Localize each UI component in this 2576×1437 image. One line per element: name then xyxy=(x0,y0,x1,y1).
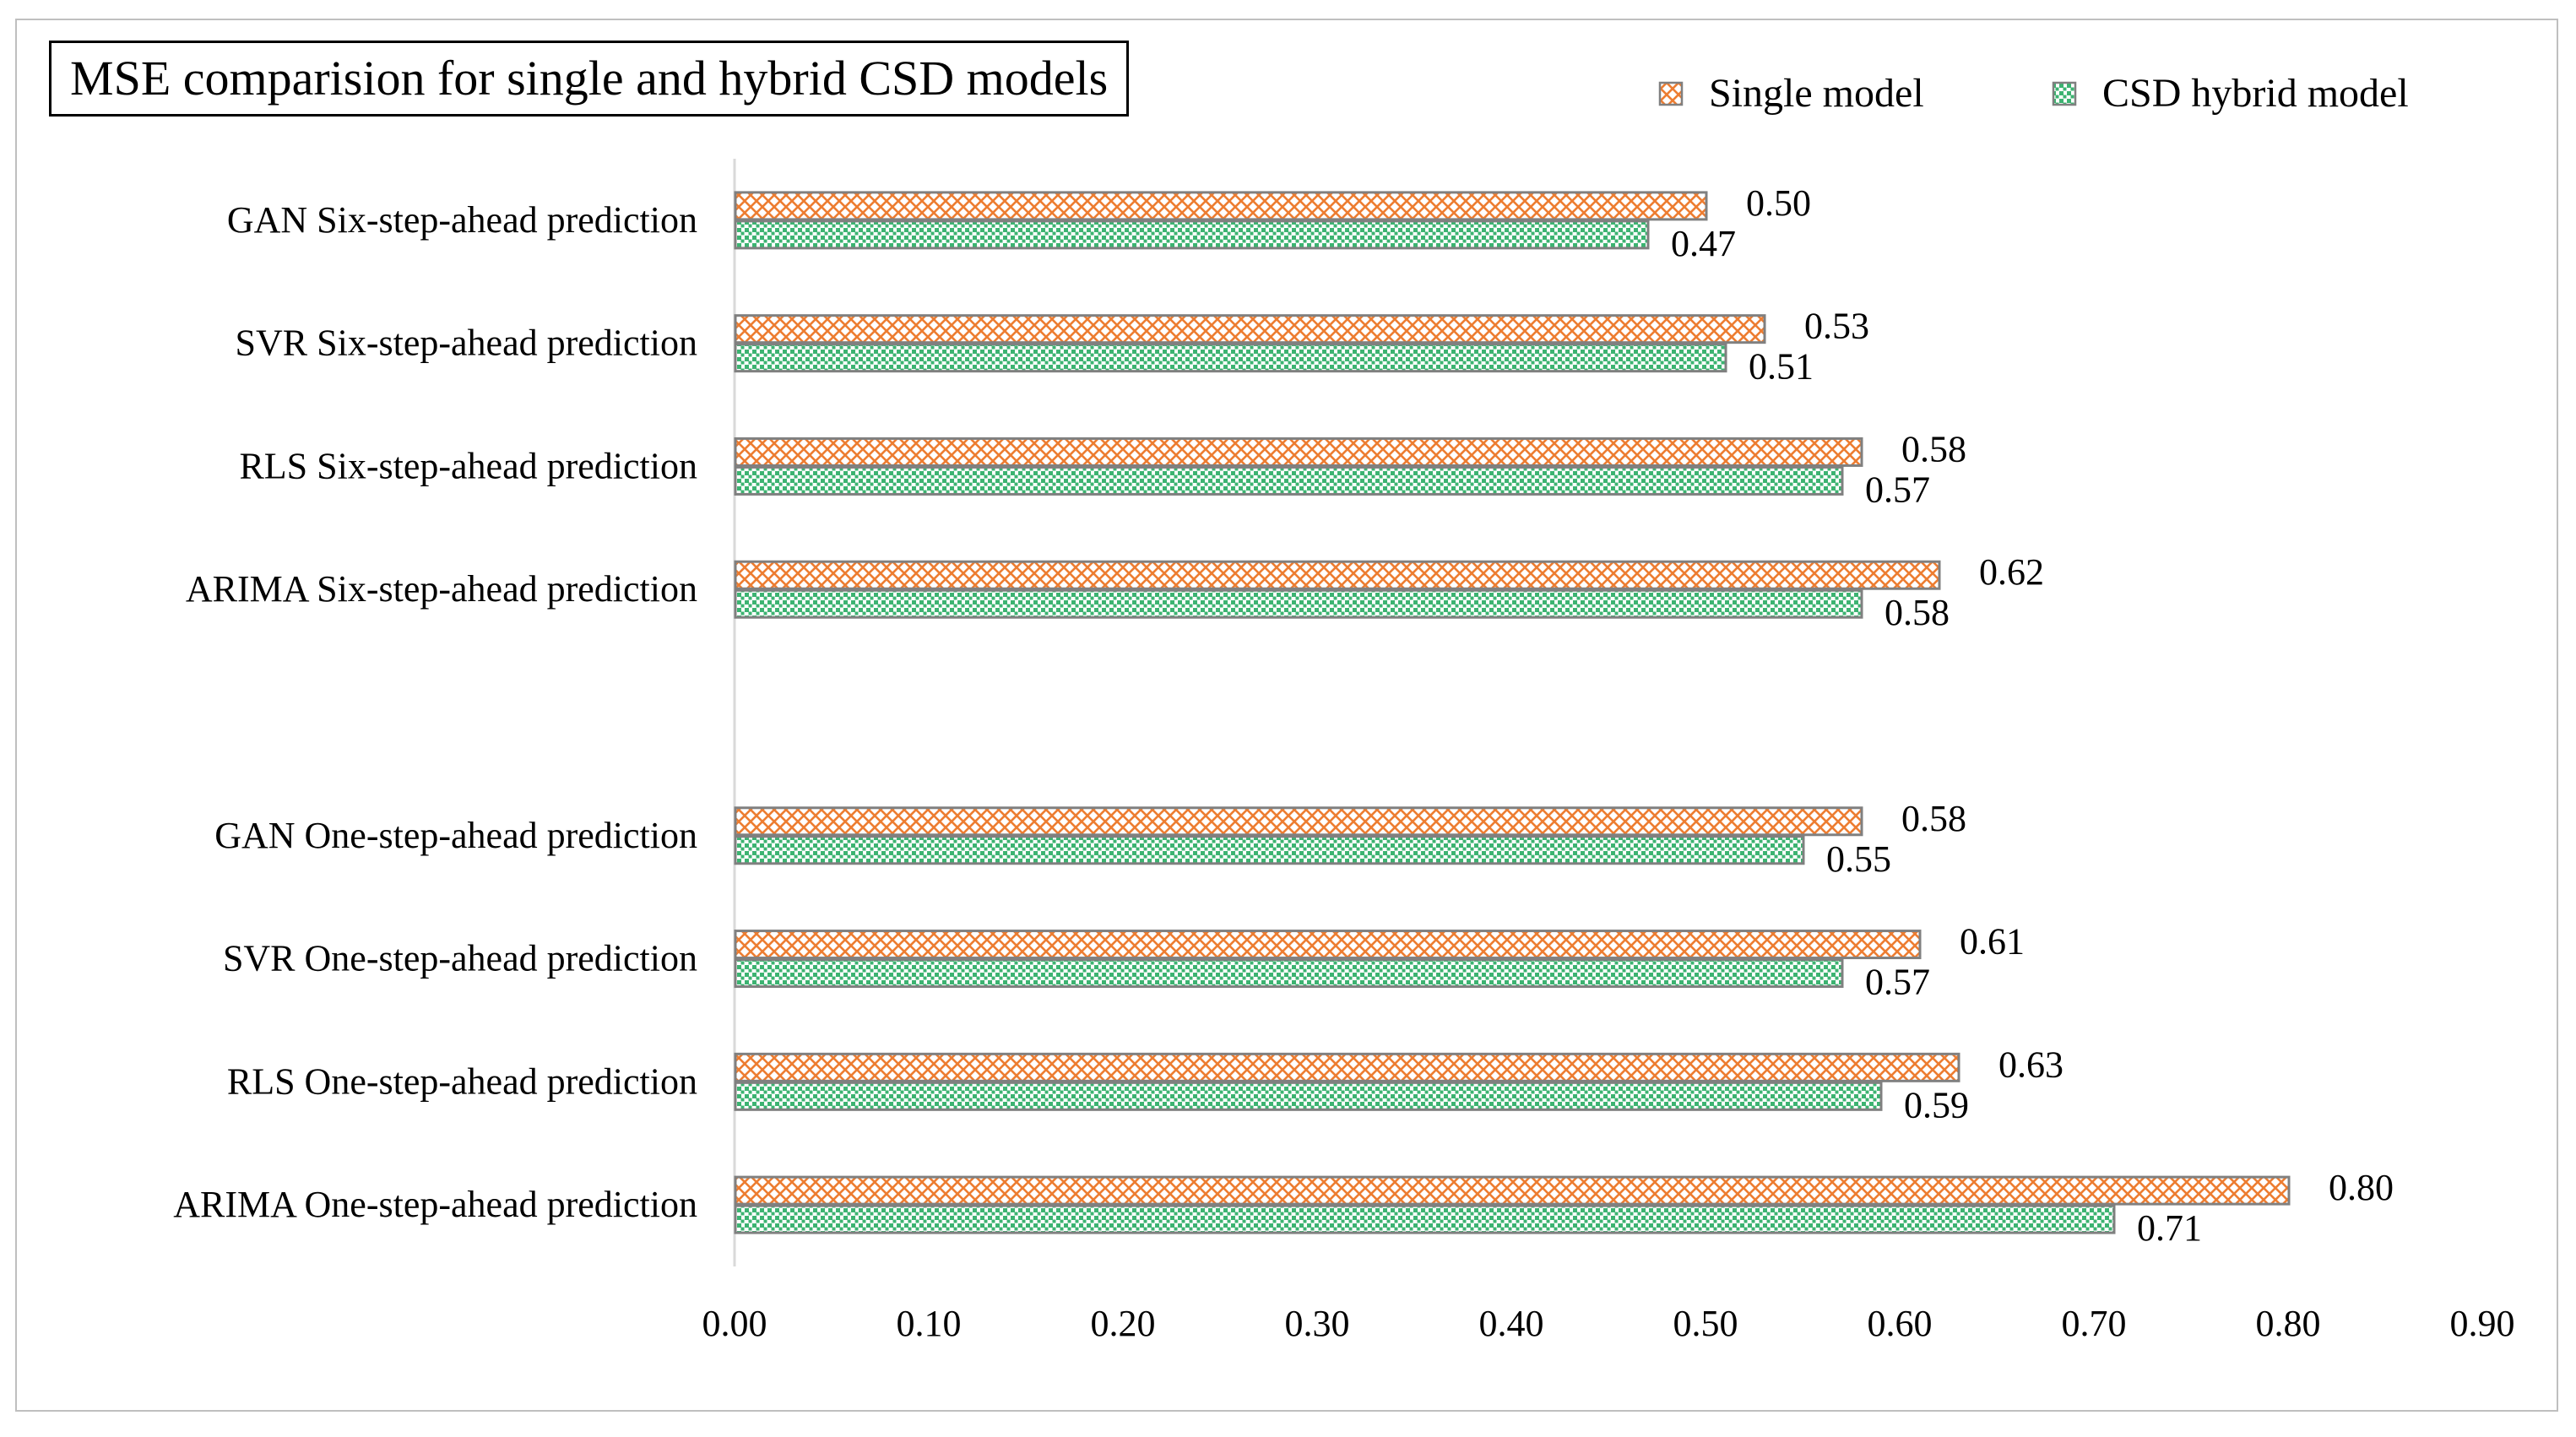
data-label-csd-hybrid-model-svr-six-step-ahead-prediction: 0.51 xyxy=(1749,346,1814,388)
legend-label-csd-hybrid-model: CSD hybrid model xyxy=(2102,71,2409,116)
bar-single-model-arima-one-step-ahead-prediction xyxy=(734,1175,2291,1206)
bar-single-model-svr-six-step-ahead-prediction xyxy=(734,314,1766,344)
bar-csd-hybrid-model-gan-six-step-ahead-prediction xyxy=(734,220,1650,250)
x-tick-label: 0.20 xyxy=(1091,1303,1156,1344)
data-label-csd-hybrid-model-arima-one-step-ahead-prediction: 0.71 xyxy=(2137,1207,2202,1249)
category-label-svr-one-step-ahead-prediction: SVR One-step-ahead prediction xyxy=(223,938,697,979)
x-tick-label: 0.10 xyxy=(897,1303,962,1344)
data-label-csd-hybrid-model-gan-six-step-ahead-prediction: 0.47 xyxy=(1671,223,1736,264)
category-label-rls-six-step-ahead-prediction: RLS Six-step-ahead prediction xyxy=(239,445,697,486)
x-tick-label: 0.80 xyxy=(2256,1303,2321,1344)
bar-csd-hybrid-model-rls-one-step-ahead-prediction xyxy=(734,1081,1883,1111)
bar-single-model-svr-one-step-ahead-prediction xyxy=(734,930,1922,960)
data-label-csd-hybrid-model-rls-six-step-ahead-prediction: 0.57 xyxy=(1865,469,1930,510)
bar-single-model-rls-six-step-ahead-prediction xyxy=(734,437,1863,467)
data-label-single-model-arima-six-step-ahead-prediction: 0.62 xyxy=(1979,551,2044,593)
data-label-single-model-gan-six-step-ahead-prediction: 0.50 xyxy=(1746,182,1811,224)
legend-label-single-model: Single model xyxy=(1709,71,1924,116)
legend-swatch-single-model xyxy=(1658,81,1684,106)
bar-single-model-gan-one-step-ahead-prediction xyxy=(734,806,1863,837)
data-label-single-model-arima-one-step-ahead-prediction: 0.80 xyxy=(2329,1167,2394,1208)
data-label-csd-hybrid-model-gan-one-step-ahead-prediction: 0.55 xyxy=(1826,838,1891,880)
x-tick-label: 0.30 xyxy=(1285,1303,1350,1344)
data-label-csd-hybrid-model-rls-one-step-ahead-prediction: 0.59 xyxy=(1904,1084,1969,1125)
bar-single-model-arima-six-step-ahead-prediction xyxy=(734,560,1941,590)
category-label-svr-six-step-ahead-prediction: SVR Six-step-ahead prediction xyxy=(236,323,697,364)
data-label-single-model-rls-six-step-ahead-prediction: 0.58 xyxy=(1901,428,1966,469)
bars xyxy=(734,191,2291,1234)
legend-swatch-csd-hybrid-model xyxy=(2052,81,2077,106)
legend: Single model CSD hybrid model xyxy=(1658,71,2409,116)
bar-csd-hybrid-model-arima-one-step-ahead-prediction xyxy=(734,1204,2116,1234)
x-tick-label: 0.60 xyxy=(1868,1303,1933,1344)
data-label-single-model-rls-one-step-ahead-prediction: 0.63 xyxy=(1998,1044,2064,1085)
chart-title: MSE comparision for single and hybrid CS… xyxy=(49,41,1130,117)
bar-csd-hybrid-model-svr-six-step-ahead-prediction xyxy=(734,343,1727,373)
bar-single-model-gan-six-step-ahead-prediction xyxy=(734,191,1708,221)
category-label-arima-one-step-ahead-prediction: ARIMA One-step-ahead prediction xyxy=(173,1184,697,1225)
category-label-gan-one-step-ahead-prediction: GAN One-step-ahead prediction xyxy=(214,815,697,856)
data-labels: 0.500.470.530.510.580.570.620.580.580.55… xyxy=(1671,182,2394,1249)
x-tick-labels: 0.00 0.10 0.20 0.30 0.40 0.50 0.60 0.70 0.80 0.90 xyxy=(702,1303,2515,1344)
data-label-single-model-gan-one-step-ahead-prediction: 0.58 xyxy=(1901,798,1966,839)
x-tick-label: 0.50 xyxy=(1673,1303,1738,1344)
bar-single-model-rls-one-step-ahead-prediction xyxy=(734,1052,1960,1082)
x-tick-label: 0.90 xyxy=(2450,1303,2515,1344)
data-label-single-model-svr-six-step-ahead-prediction: 0.53 xyxy=(1804,306,1869,347)
category-labels: GAN Six-step-ahead prediction SVR Six-ste… xyxy=(173,199,697,1225)
bar-csd-hybrid-model-svr-one-step-ahead-prediction xyxy=(734,958,1844,989)
category-label-gan-six-step-ahead-prediction: GAN Six-step-ahead prediction xyxy=(227,199,697,241)
bar-csd-hybrid-model-arima-six-step-ahead-prediction xyxy=(734,588,1863,619)
data-label-single-model-svr-one-step-ahead-prediction: 0.61 xyxy=(1960,921,2025,963)
category-label-arima-six-step-ahead-prediction: ARIMA Six-step-ahead prediction xyxy=(186,568,697,610)
data-label-csd-hybrid-model-arima-six-step-ahead-prediction: 0.58 xyxy=(1885,592,1950,633)
x-tick-label: 0.70 xyxy=(2062,1303,2127,1344)
x-tick-label: 0.40 xyxy=(1479,1303,1544,1344)
x-tick-label: 0.00 xyxy=(702,1303,767,1344)
bar-csd-hybrid-model-gan-one-step-ahead-prediction xyxy=(734,835,1805,865)
bar-csd-hybrid-model-rls-six-step-ahead-prediction xyxy=(734,465,1844,496)
category-label-rls-one-step-ahead-prediction: RLS One-step-ahead prediction xyxy=(227,1060,697,1102)
data-label-csd-hybrid-model-svr-one-step-ahead-prediction: 0.57 xyxy=(1865,962,1930,1003)
